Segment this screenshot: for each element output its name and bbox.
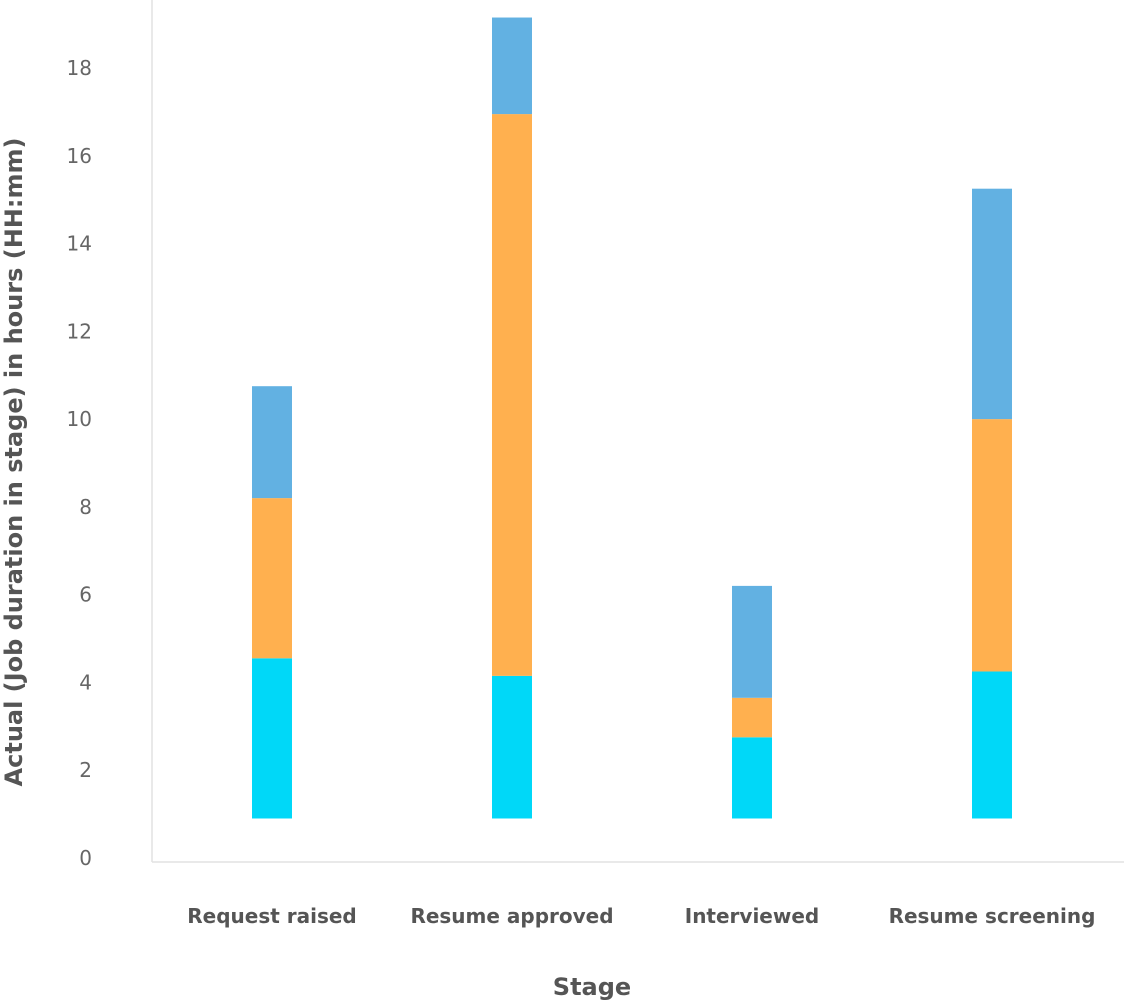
bar-segment [972,188,1012,420]
x-axis-title: Stage [553,973,631,1001]
x-tick-label: Resume approved [410,904,613,928]
y-tick-label: 8 [79,495,92,519]
bar-segment [492,114,532,676]
bars [252,17,1012,819]
y-tick-label: 2 [79,758,92,782]
bar-segment [492,675,532,819]
bar-segment [972,671,1012,819]
y-tick-label: 4 [79,670,92,694]
bar-segment [252,658,292,819]
y-tick-label: 6 [79,583,92,607]
axes [151,0,1124,863]
y-tick-label: 14 [67,232,92,256]
x-tick-label: Interviewed [685,904,819,928]
y-tick-label: 10 [67,407,92,431]
y-tick-label: 18 [67,56,92,80]
bar-segment [492,17,532,115]
bar-segment [732,697,772,738]
x-tick-labels: Request raised Resume approved Interviewed… [187,904,1095,928]
x-tick-label: Resume screening [889,904,1096,928]
y-tick-labels: 0 2 4 6 8 10 12 14 16 18 [67,56,92,870]
bar-segment [732,737,772,819]
bar-segment [252,386,292,499]
bar-segment [972,419,1012,672]
y-tick-label: 12 [67,319,92,343]
y-axis-title: Actual (Job duration in stage) in hours … [0,138,28,787]
bar-segment [252,498,292,659]
x-tick-label: Request raised [187,904,357,928]
bar-segment [732,585,772,698]
y-tick-label: 0 [79,846,92,870]
y-tick-label: 16 [67,144,92,168]
